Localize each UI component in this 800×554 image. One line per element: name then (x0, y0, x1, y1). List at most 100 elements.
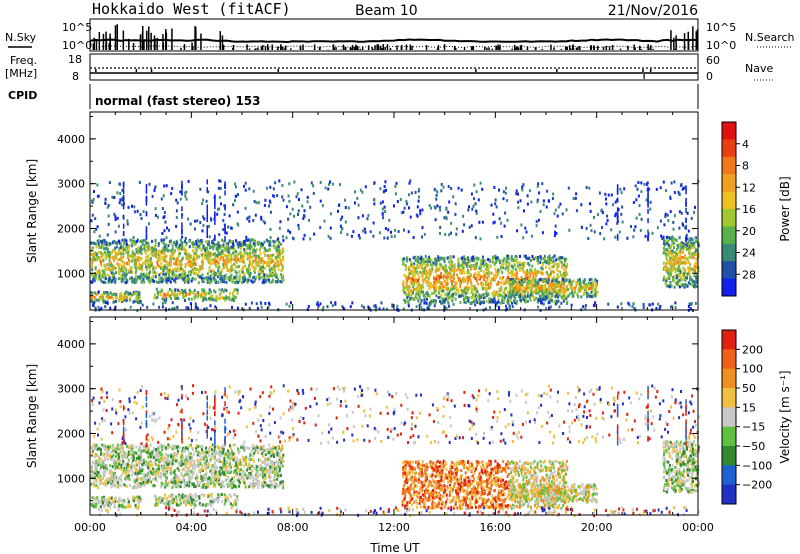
scatter-cell (98, 234, 101, 238)
scatter-cell (500, 262, 503, 266)
scatter-cell (205, 251, 208, 255)
scatter-cell (106, 248, 109, 251)
scatter-cell (540, 289, 543, 293)
scatter-cell (686, 237, 689, 241)
scatter-cell (427, 257, 430, 261)
scatter-cell (511, 258, 514, 262)
scatter-cell (450, 268, 453, 272)
scatter-cell (484, 283, 487, 286)
scatter-cell (593, 230, 596, 234)
scatter-cell (440, 281, 443, 285)
scatter-cell (184, 299, 186, 302)
scatter-cell (98, 245, 101, 249)
scatter-cell (258, 240, 260, 244)
nsky-bar (357, 46, 359, 50)
scatter-cell (677, 245, 680, 249)
scatter-cell (214, 254, 217, 258)
scatter-cell (396, 200, 399, 203)
scatter-cell (330, 301, 333, 305)
scatter-cell (666, 247, 669, 251)
scatter-cell (190, 260, 192, 264)
scatter-cell (109, 252, 112, 256)
scatter-cell (359, 188, 362, 192)
scatter-cell (540, 266, 543, 270)
scatter-cell (248, 259, 251, 263)
scatter-cell (209, 304, 212, 308)
scatter-cell (561, 276, 563, 280)
scatter-cell (499, 281, 502, 285)
scatter-cell (269, 241, 272, 245)
scatter-cell (553, 263, 556, 267)
scatter-cell (450, 295, 452, 299)
nsky-bar (282, 46, 284, 50)
scatter-cell (268, 248, 271, 252)
scatter-cell (433, 299, 436, 302)
scatter-cell (461, 260, 464, 264)
scatter-cell (236, 210, 239, 214)
scatter-cell (507, 254, 509, 258)
scatter-cell (92, 198, 95, 201)
scatter-cell (263, 240, 266, 244)
scatter-cell (410, 296, 413, 300)
scatter-cell (434, 188, 437, 192)
scatter-cell (135, 280, 138, 284)
scatter-cell (118, 258, 121, 262)
scatter-cell (187, 253, 190, 257)
scatter-cell (524, 292, 526, 296)
scatter-cell (298, 198, 300, 201)
scatter-cell (436, 259, 439, 262)
scatter-cell (92, 251, 95, 255)
scatter-cell (505, 186, 507, 190)
scatter-cell (293, 214, 295, 218)
scatter-cell (176, 201, 179, 205)
scatter-cell (157, 242, 160, 246)
scatter-cell (205, 199, 208, 203)
scatter-cell (196, 238, 199, 242)
scatter-cell (669, 210, 672, 214)
scatter-cell (219, 252, 222, 256)
scatter-cell (559, 273, 562, 277)
scatter-cell (223, 239, 226, 243)
scatter-cell (544, 265, 547, 269)
scatter-cell (122, 241, 125, 245)
nsky-bar (436, 48, 439, 50)
scatter-cell (291, 207, 294, 211)
scatter-cell (266, 249, 269, 253)
scatter-cell (104, 277, 107, 280)
scatter-cell (306, 195, 309, 199)
scatter-cell (665, 268, 668, 272)
scatter-cell (560, 284, 563, 288)
scatter-cell (627, 301, 630, 305)
scatter-cell (181, 213, 183, 219)
scatter-cell (413, 269, 416, 273)
scatter-cell (269, 256, 272, 260)
scatter-cell (128, 269, 131, 273)
scatter-cell (523, 209, 525, 213)
scatter-cell (257, 260, 260, 264)
scatter-cell (474, 272, 477, 276)
nsky-bar (578, 46, 581, 50)
scatter-cell (275, 275, 278, 279)
scatter-cell (691, 238, 694, 242)
scatter-cell (184, 278, 187, 282)
scatter-cell (98, 296, 101, 300)
scatter-cell (667, 219, 670, 223)
scatter-cell (507, 290, 510, 294)
scatter-cell (495, 270, 498, 274)
scatter-cell (271, 268, 274, 272)
scatter-cell (120, 292, 123, 296)
scatter-cell (411, 265, 414, 269)
scatter-cell (135, 278, 138, 282)
scatter-cell (113, 212, 116, 216)
scatter-cell (156, 262, 159, 266)
scatter-cell (428, 295, 431, 298)
scatter-cell (316, 301, 319, 305)
scatter-cell (673, 246, 675, 250)
scatter-cell (560, 261, 563, 265)
scatter-cell (122, 273, 125, 277)
scatter-cell (690, 302, 693, 305)
scatter-cell (685, 201, 687, 207)
scatter-cell (242, 254, 245, 258)
nsky-bar (116, 24, 118, 50)
scatter-cell (435, 261, 438, 265)
